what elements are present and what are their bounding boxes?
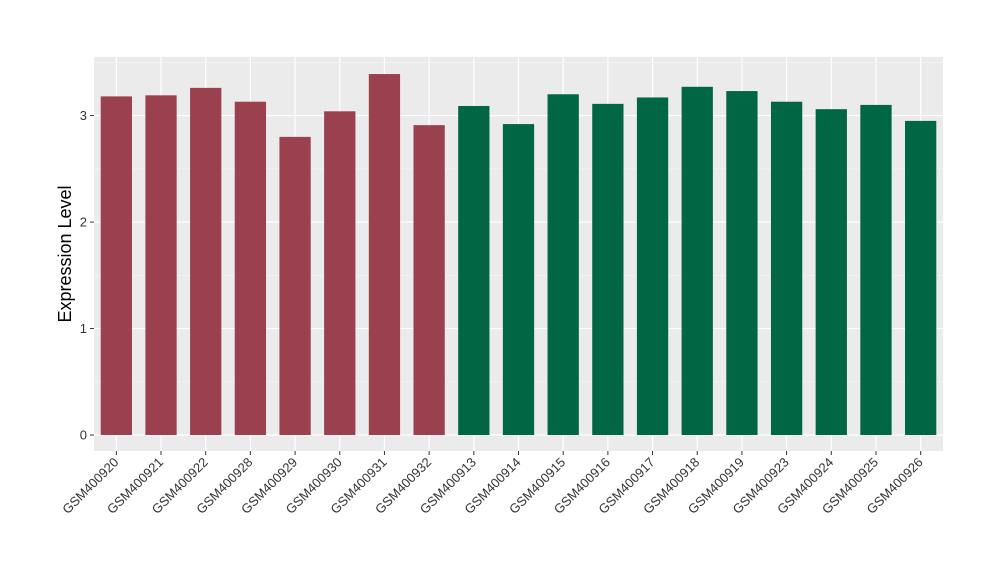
bar	[547, 94, 579, 436]
bar	[592, 103, 624, 436]
bar	[636, 97, 669, 436]
y-tick-label: 2	[80, 215, 87, 230]
x-axis: GSM400920GSM400921GSM400922GSM400928GSM4…	[59, 451, 926, 517]
bar	[726, 91, 758, 436]
bar	[145, 95, 177, 436]
y-axis-title: Expression Level	[55, 185, 75, 322]
bar	[458, 105, 490, 436]
bar	[770, 101, 803, 436]
y-tick-label: 1	[80, 321, 87, 336]
bar	[860, 104, 892, 436]
bars	[100, 74, 937, 436]
y-tick-label: 0	[80, 428, 87, 443]
y-axis: 0 1 2 3	[80, 108, 94, 443]
bar	[502, 124, 535, 436]
bar	[368, 74, 401, 436]
bar	[413, 125, 445, 436]
bar	[815, 109, 847, 436]
bar	[279, 136, 311, 436]
y-tick-label: 3	[80, 108, 87, 123]
bar	[681, 86, 713, 436]
bar	[190, 87, 222, 436]
bar	[324, 111, 356, 436]
bar	[234, 101, 267, 436]
bar	[905, 120, 937, 436]
bar	[100, 96, 132, 436]
